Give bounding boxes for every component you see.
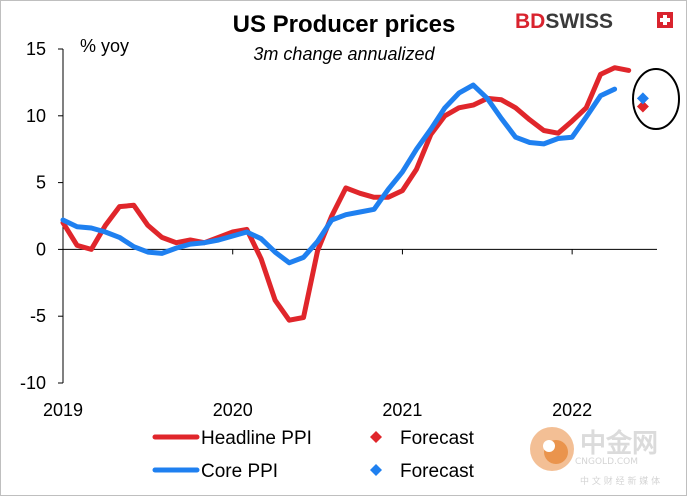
bdswiss-logo: BDSWISS	[515, 10, 673, 33]
chart-title: US Producer prices	[233, 11, 456, 38]
forecast-markers	[636, 92, 649, 113]
x-tick-label: 2022	[552, 400, 592, 420]
forecast-highlight-circle	[632, 68, 680, 130]
forecast-marker-headline	[636, 100, 649, 113]
axes	[58, 48, 657, 384]
legend-label: Core PPI	[201, 461, 278, 482]
y-tick-label: 15	[26, 39, 46, 59]
y-tick-label: 0	[36, 239, 46, 259]
legend-label: Forecast	[400, 461, 475, 482]
forecast-marker-core	[636, 92, 649, 105]
series-line-headline-ppi	[60, 65, 632, 323]
y-axis-unit-label: % yoy	[80, 36, 129, 56]
brand-logo-text: BDSWISS	[515, 10, 613, 33]
watermark-title: 中金网	[580, 428, 658, 459]
y-tick-label: 5	[36, 173, 46, 193]
y-tick-label: -10	[20, 373, 46, 393]
cngold-watermark: 中金网 CNGOLD.COM 中 文 财 经 新 媒 体	[530, 427, 660, 487]
legend-label: Forecast	[400, 428, 475, 449]
y-tick-label: -5	[30, 306, 46, 326]
watermark-site: CNGOLD.COM	[575, 457, 638, 467]
x-tick-labels: 2019 2020 2021 2022	[43, 400, 592, 420]
legend: Headline PPI Forecast Core PPI Forecast	[152, 428, 475, 482]
y-tick-labels: -10 -5 0 5 10 15	[20, 39, 46, 393]
legend-swatch-diamond	[370, 431, 382, 443]
series-line-core-ppi	[60, 82, 618, 266]
watermark-subtitle: 中 文 财 经 新 媒 体	[580, 475, 660, 487]
series-lines	[60, 65, 632, 323]
x-tick-label: 2021	[382, 400, 422, 420]
chart-subtitle: 3m change annualized	[253, 44, 435, 64]
legend-swatch-diamond	[370, 464, 382, 476]
x-tick-label: 2020	[213, 400, 253, 420]
y-tick-label: 10	[26, 106, 46, 126]
x-tick-label: 2019	[43, 400, 83, 420]
legend-label: Headline PPI	[201, 428, 312, 449]
